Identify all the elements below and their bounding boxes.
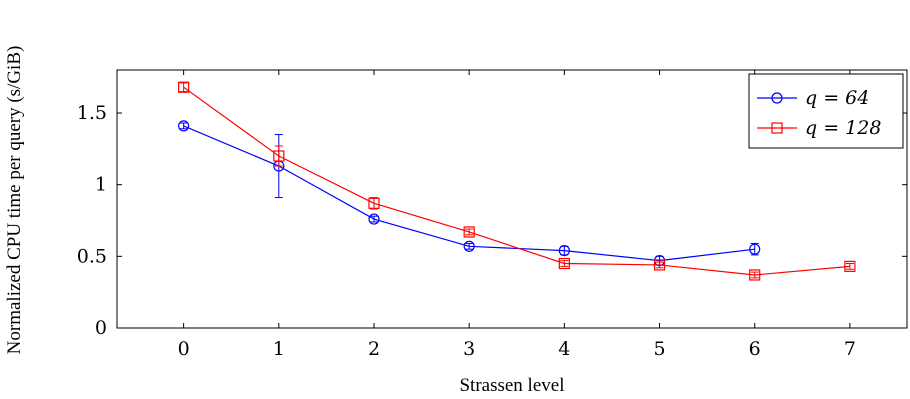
series-1 <box>178 120 761 267</box>
data-point <box>178 81 190 93</box>
x-axis-title: Strassen level <box>459 375 564 396</box>
ticks-layer: 0 1 2 3 4 5 6 7 0 0.5 1 1.5 <box>77 70 907 360</box>
series-2 <box>178 81 856 281</box>
legend-label: q = 128 <box>805 117 881 139</box>
data-point <box>463 226 475 238</box>
y-axis-title: Normalized CPU time per query (s/GiB) <box>4 46 25 355</box>
data-point <box>178 120 190 132</box>
data-point <box>558 257 570 270</box>
legend-marker <box>771 92 783 104</box>
x-tick-label: 6 <box>749 338 761 360</box>
legend-box <box>748 73 904 149</box>
series-line <box>183 125 755 262</box>
data-point <box>368 197 380 209</box>
series-line <box>183 86 850 276</box>
x-tick-label: 2 <box>368 338 380 360</box>
data-point <box>558 245 570 257</box>
data-point <box>749 243 761 255</box>
data-point <box>368 213 380 225</box>
y-tick-label: 0.5 <box>77 245 107 267</box>
data-point <box>844 260 856 272</box>
legend-items: q = 64 q = 128 <box>757 87 881 139</box>
x-tick-label: 4 <box>558 338 570 360</box>
x-tick-label: 1 <box>273 338 285 360</box>
x-tick-label: 7 <box>844 338 856 360</box>
y-tick-label: 0 <box>95 317 107 339</box>
data-point <box>273 150 285 162</box>
y-tick-label: 1.5 <box>77 102 107 124</box>
data-point <box>463 240 475 252</box>
series-layer <box>178 81 856 281</box>
x-tick-label: 5 <box>653 338 665 360</box>
data-point <box>653 259 666 271</box>
legend: q = 64 q = 128 <box>748 73 904 149</box>
x-tick-label: 3 <box>463 338 475 360</box>
plot-area-frame <box>116 69 908 329</box>
data-point <box>749 269 761 281</box>
y-tick-label: 1 <box>95 174 107 196</box>
legend-label: q = 64 <box>805 87 869 109</box>
legend-marker <box>771 122 783 134</box>
x-tick-label: 0 <box>178 338 190 360</box>
